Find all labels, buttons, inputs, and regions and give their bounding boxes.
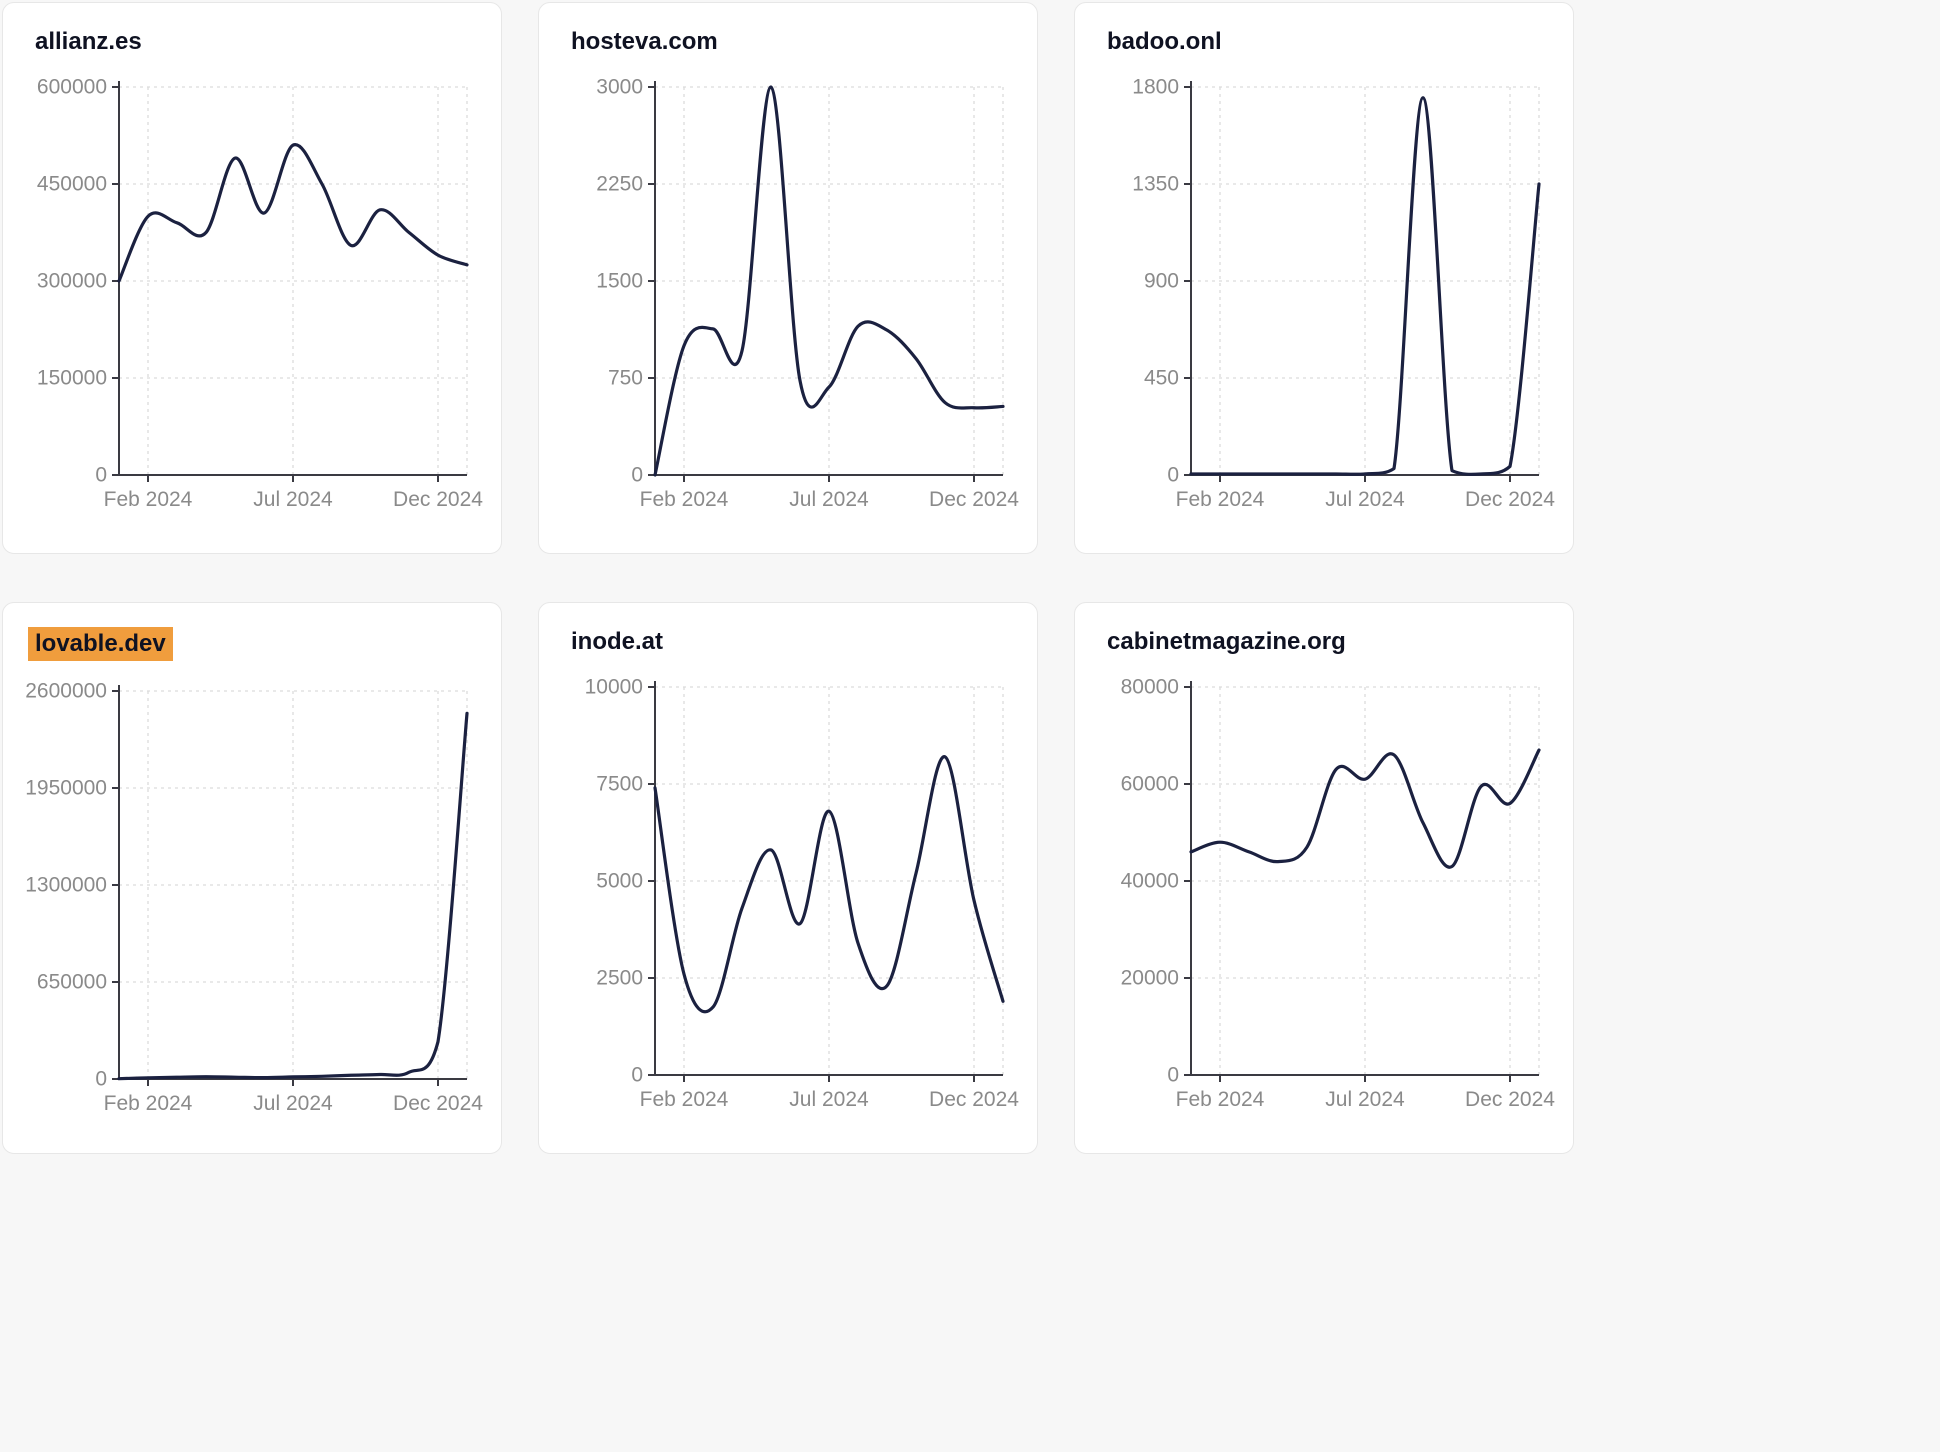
svg-text:0: 0 bbox=[1167, 464, 1179, 487]
svg-text:2500: 2500 bbox=[596, 967, 643, 990]
svg-text:2600000: 2600000 bbox=[25, 680, 107, 703]
chart-title[interactable]: lovable.dev bbox=[28, 627, 173, 661]
chart-title[interactable]: allianz.es bbox=[35, 28, 142, 55]
svg-text:Dec 2024: Dec 2024 bbox=[929, 1088, 1019, 1111]
svg-text:Jul 2024: Jul 2024 bbox=[789, 1088, 869, 1111]
svg-text:0: 0 bbox=[631, 1064, 643, 1087]
svg-text:450000: 450000 bbox=[37, 173, 107, 196]
svg-text:150000: 150000 bbox=[37, 367, 107, 390]
svg-text:Feb 2024: Feb 2024 bbox=[1176, 1088, 1265, 1111]
svg-text:Feb 2024: Feb 2024 bbox=[640, 1088, 729, 1111]
svg-text:0: 0 bbox=[1167, 1064, 1179, 1087]
svg-text:300000: 300000 bbox=[37, 270, 107, 293]
svg-text:Dec 2024: Dec 2024 bbox=[1465, 488, 1555, 511]
line-chart-svg: 0 450 900 1350 1800 Feb 2024 Jul 2024 Dec 2024 bbox=[1132, 76, 1555, 512]
svg-text:40000: 40000 bbox=[1121, 870, 1179, 893]
svg-text:Dec 2024: Dec 2024 bbox=[393, 488, 483, 511]
svg-text:3000: 3000 bbox=[596, 76, 643, 99]
charts-grid: allianz.es 0 150000 300000 450000 600000 Feb … bbox=[2, 2, 1574, 1154]
line-chart-svg: 0 2500 5000 7500 10000 Feb 2024 Jul 2024 Dec 20… bbox=[585, 676, 1020, 1112]
svg-text:Feb 2024: Feb 2024 bbox=[104, 488, 193, 511]
svg-text:1950000: 1950000 bbox=[25, 777, 107, 800]
line-chart-svg: 0 20000 40000 60000 80000 Feb 2024 Jul 2024 Dec… bbox=[1121, 676, 1556, 1112]
svg-text:900: 900 bbox=[1144, 270, 1179, 293]
svg-text:Feb 2024: Feb 2024 bbox=[104, 1092, 193, 1115]
svg-text:5000: 5000 bbox=[596, 870, 643, 893]
svg-text:1350: 1350 bbox=[1132, 173, 1179, 196]
svg-text:1800: 1800 bbox=[1132, 76, 1179, 99]
line-chart-svg: 0 650000 1300000 1950000 2600000 Feb 2024 Jul … bbox=[25, 680, 483, 1116]
svg-text:60000: 60000 bbox=[1121, 773, 1179, 796]
svg-text:20000: 20000 bbox=[1121, 967, 1179, 990]
svg-text:0: 0 bbox=[95, 1068, 107, 1091]
svg-text:2250: 2250 bbox=[596, 173, 643, 196]
chart-card-cabinetmagazine[interactable]: cabinetmagazine.org 0 20000 40000 60000 8000… bbox=[1074, 602, 1574, 1154]
svg-text:Dec 2024: Dec 2024 bbox=[1465, 1088, 1555, 1111]
chart-title[interactable]: hosteva.com bbox=[571, 28, 718, 55]
svg-text:Feb 2024: Feb 2024 bbox=[640, 488, 729, 511]
chart-card-inode[interactable]: inode.at 0 2500 5000 7500 10000 Feb 2024 Jul 2… bbox=[538, 602, 1038, 1154]
chart-card-lovable[interactable]: lovable.dev 0 650000 1300000 1950000 2600000… bbox=[2, 602, 502, 1154]
chart-title[interactable]: cabinetmagazine.org bbox=[1107, 628, 1346, 655]
svg-text:750: 750 bbox=[608, 367, 643, 390]
svg-text:600000: 600000 bbox=[37, 76, 107, 99]
svg-text:Dec 2024: Dec 2024 bbox=[929, 488, 1019, 511]
svg-text:1300000: 1300000 bbox=[25, 874, 107, 897]
svg-text:Jul 2024: Jul 2024 bbox=[1325, 488, 1405, 511]
chart-title[interactable]: badoo.onl bbox=[1107, 28, 1222, 55]
svg-text:0: 0 bbox=[95, 464, 107, 487]
svg-text:0: 0 bbox=[631, 464, 643, 487]
svg-text:Jul 2024: Jul 2024 bbox=[789, 488, 869, 511]
svg-text:450: 450 bbox=[1144, 367, 1179, 390]
svg-text:10000: 10000 bbox=[585, 676, 643, 699]
svg-text:Jul 2024: Jul 2024 bbox=[253, 488, 333, 511]
svg-text:80000: 80000 bbox=[1121, 676, 1179, 699]
svg-text:Jul 2024: Jul 2024 bbox=[1325, 1088, 1405, 1111]
line-chart-svg: 0 150000 300000 450000 600000 Feb 2024 Jul 202… bbox=[37, 76, 483, 512]
chart-card-allianz[interactable]: allianz.es 0 150000 300000 450000 600000 Feb … bbox=[2, 2, 502, 554]
svg-text:Jul 2024: Jul 2024 bbox=[253, 1092, 333, 1115]
chart-title[interactable]: inode.at bbox=[571, 628, 664, 655]
line-chart-svg: 0 750 1500 2250 3000 Feb 2024 Jul 2024 Dec 2024 bbox=[596, 76, 1019, 512]
svg-text:1500: 1500 bbox=[596, 270, 643, 293]
chart-card-hosteva[interactable]: hosteva.com 0 750 1500 2250 3000 Feb 2024 Jul … bbox=[538, 2, 1038, 554]
svg-text:650000: 650000 bbox=[37, 971, 107, 994]
svg-text:7500: 7500 bbox=[596, 773, 643, 796]
svg-text:Feb 2024: Feb 2024 bbox=[1176, 488, 1265, 511]
chart-card-badoo[interactable]: badoo.onl 0 450 900 1350 1800 Feb 2024 Jul 202… bbox=[1074, 2, 1574, 554]
svg-text:Dec 2024: Dec 2024 bbox=[393, 1092, 483, 1115]
